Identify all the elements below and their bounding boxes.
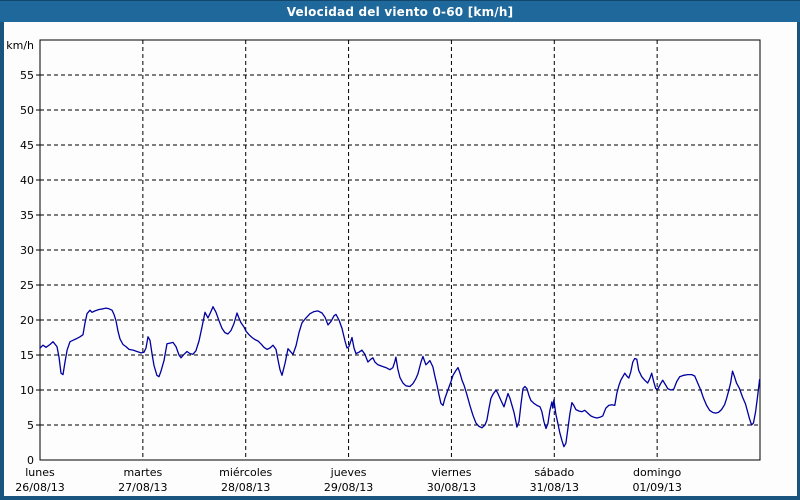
y-tick-label: 25 [20,279,34,292]
day-date-label: 26/08/13 [15,481,64,494]
day-date-label: 28/08/13 [221,481,270,494]
wind-speed-line [39,306,761,448]
day-name-label: domingo [633,466,681,479]
chart-background [4,22,797,496]
day-name-label: lunes [25,466,55,479]
y-tick-label: 45 [20,139,34,152]
day-name-label: martes [123,466,162,479]
window-title: Velocidad del viento 0-60 [km/h] [286,4,514,19]
y-tick-label: 0 [27,454,34,467]
day-name-label: jueves [330,466,367,479]
y-tick-label: 20 [20,314,34,327]
day-date-label: 29/08/13 [324,481,373,494]
y-axis-unit-label: km/h [6,39,34,52]
day-name-label: sábado [534,466,574,479]
day-date-label: 31/08/13 [530,481,579,494]
day-date-label: 27/08/13 [118,481,167,494]
y-tick-label: 40 [20,174,34,187]
y-tick-label: 50 [20,104,34,117]
y-tick-label: 15 [20,349,34,362]
day-name-label: viernes [431,466,471,479]
window-titlebar[interactable]: Velocidad del viento 0-60 [km/h] [0,0,800,22]
y-tick-label: 10 [20,384,34,397]
y-tick-label: 30 [20,244,34,257]
day-date-label: 01/09/13 [632,481,681,494]
y-tick-label: 35 [20,209,34,222]
day-name-label: miércoles [219,466,272,479]
y-tick-label: 55 [20,69,34,82]
day-date-label: 30/08/13 [427,481,476,494]
y-tick-label: 5 [27,419,34,432]
